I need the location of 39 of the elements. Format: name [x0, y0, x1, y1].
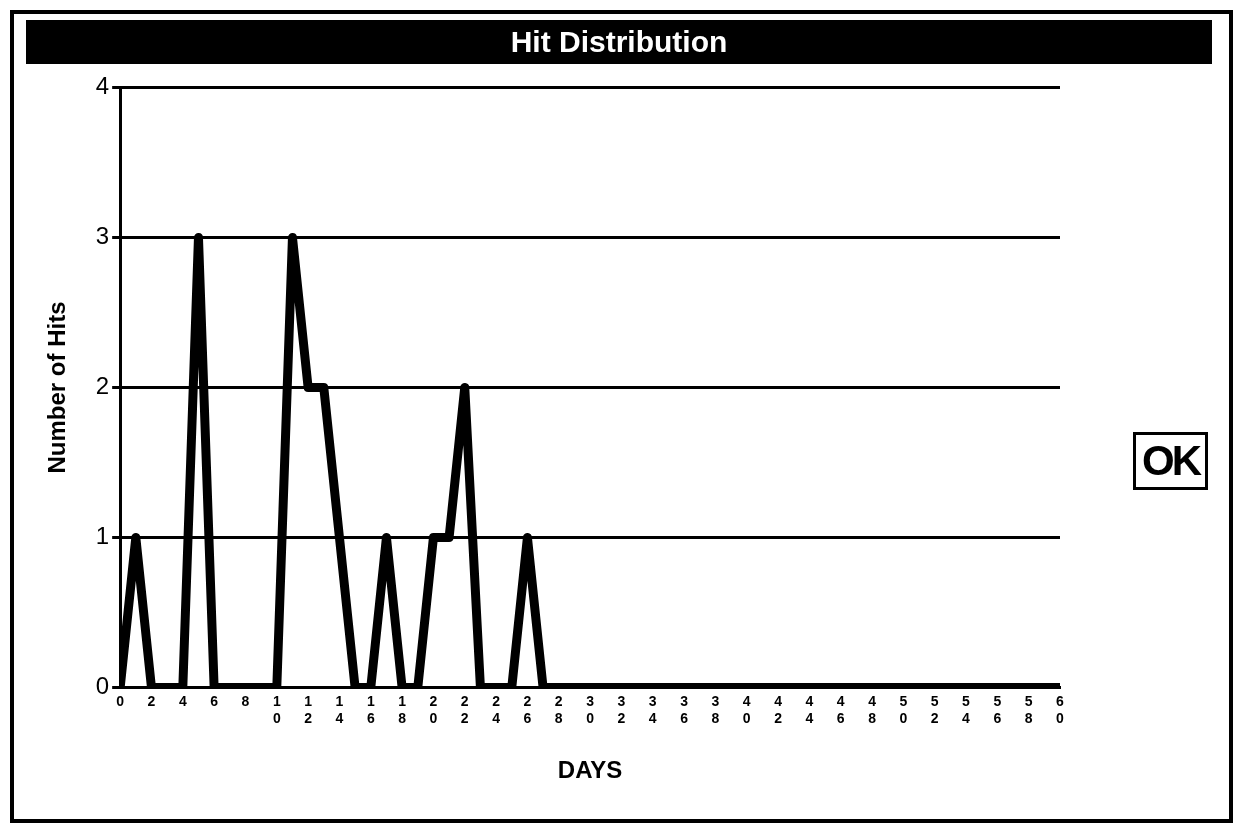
- x-tick-label: 5 0: [899, 692, 908, 726]
- y-axis-title: Number of Hits: [43, 301, 71, 474]
- text: OK: [1133, 432, 1208, 490]
- y-tick-label: 3: [95, 222, 110, 250]
- x-tick-label: 2: [147, 692, 156, 709]
- x-tick-label: 2 0: [429, 692, 438, 726]
- x-tick-label: 1 0: [272, 692, 281, 726]
- x-tick-label: 8: [241, 692, 250, 709]
- x-tick-label: 4: [178, 692, 187, 709]
- x-tick-label: 5 8: [1024, 692, 1033, 726]
- y-tick-label: 2: [95, 372, 110, 400]
- x-tick-label: 3 8: [711, 692, 720, 726]
- y-tick-label: 1: [95, 522, 110, 550]
- x-tick-label: 5 4: [962, 692, 971, 726]
- chart-title: Hit Distribution: [26, 20, 1212, 64]
- x-tick-label: 3 4: [648, 692, 657, 726]
- x-tick-label: 3 6: [680, 692, 689, 726]
- x-tick-label: 1 4: [335, 692, 344, 726]
- x-tick-label: 4 2: [774, 692, 783, 726]
- x-tick-label: 4 0: [742, 692, 751, 726]
- x-tick-label: 3 0: [586, 692, 595, 726]
- x-tick-label: 6: [210, 692, 219, 709]
- x-tick-label: 5 2: [930, 692, 939, 726]
- x-tick-label: 4 8: [868, 692, 877, 726]
- x-tick-label: 4 4: [805, 692, 814, 726]
- x-tick-label: 3 2: [617, 692, 626, 726]
- x-tick-label: 4 6: [836, 692, 845, 726]
- x-tick-label: 6 0: [1056, 692, 1065, 726]
- x-tick-label: 2 2: [460, 692, 469, 726]
- x-tick-label: 1 2: [304, 692, 313, 726]
- x-tick-label: 0: [116, 692, 125, 709]
- x-tick-label: 5 6: [993, 692, 1002, 726]
- x-tick-label: 1 8: [398, 692, 407, 726]
- x-tick-label: 1 6: [366, 692, 375, 726]
- x-axis-title: DAYS: [557, 756, 623, 784]
- x-tick-label: 2 6: [523, 692, 532, 726]
- y-tick-label: 4: [95, 72, 110, 100]
- x-tick-label: 2 4: [492, 692, 501, 726]
- x-tick-label: 2 8: [554, 692, 563, 726]
